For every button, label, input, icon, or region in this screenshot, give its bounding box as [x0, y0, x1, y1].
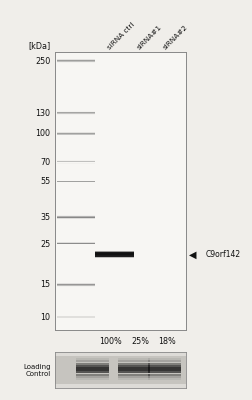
- Bar: [57, 242, 95, 243]
- Bar: [148, 371, 181, 373]
- Text: 35: 35: [40, 213, 50, 222]
- Bar: [148, 365, 181, 367]
- Bar: [118, 369, 150, 371]
- Text: 25%: 25%: [132, 337, 150, 346]
- Text: 70: 70: [40, 158, 50, 167]
- Text: Loading
Control: Loading Control: [23, 364, 50, 376]
- Bar: [95, 251, 134, 252]
- Bar: [148, 376, 181, 378]
- Bar: [95, 257, 134, 258]
- Bar: [95, 250, 134, 251]
- Bar: [57, 216, 95, 217]
- Bar: [95, 254, 134, 255]
- Bar: [118, 367, 150, 369]
- Bar: [57, 286, 95, 287]
- Bar: [76, 371, 109, 373]
- Text: 25: 25: [40, 240, 50, 249]
- Text: ◀: ◀: [189, 249, 197, 259]
- Bar: [118, 374, 150, 376]
- Bar: [57, 215, 95, 216]
- Bar: [118, 378, 150, 380]
- Bar: [57, 62, 95, 63]
- Text: 100: 100: [35, 130, 50, 138]
- Bar: [95, 252, 134, 257]
- Bar: [57, 243, 95, 244]
- Bar: [148, 362, 181, 364]
- Bar: [118, 360, 150, 362]
- Text: 10: 10: [40, 312, 50, 322]
- Bar: [118, 376, 150, 378]
- Text: 130: 130: [35, 108, 50, 118]
- Bar: [76, 378, 109, 380]
- Bar: [148, 374, 181, 376]
- Text: 55: 55: [40, 177, 50, 186]
- Bar: [76, 362, 109, 364]
- Bar: [76, 374, 109, 376]
- Text: siRNA ctrl: siRNA ctrl: [106, 21, 136, 50]
- Bar: [118, 358, 150, 360]
- Bar: [95, 253, 134, 254]
- Text: siRNA#2: siRNA#2: [163, 24, 190, 50]
- Text: 250: 250: [35, 56, 50, 66]
- Bar: [55, 356, 186, 384]
- Bar: [148, 360, 181, 362]
- Bar: [57, 218, 95, 219]
- Bar: [118, 362, 150, 364]
- Bar: [57, 60, 95, 61]
- Bar: [57, 59, 95, 60]
- Bar: [57, 244, 95, 245]
- Text: [kDa]: [kDa]: [28, 41, 50, 50]
- Text: siRNA#1: siRNA#1: [136, 24, 163, 50]
- Text: C9orf142: C9orf142: [205, 250, 240, 259]
- Bar: [57, 282, 95, 283]
- Bar: [118, 371, 150, 373]
- Bar: [148, 367, 181, 369]
- Bar: [95, 255, 134, 256]
- Bar: [95, 256, 134, 257]
- Bar: [57, 285, 95, 286]
- Bar: [76, 365, 109, 367]
- Bar: [57, 61, 95, 62]
- Bar: [57, 217, 95, 218]
- Text: 100%: 100%: [99, 337, 122, 346]
- Bar: [76, 367, 109, 369]
- Bar: [76, 358, 109, 360]
- Bar: [148, 369, 181, 371]
- Bar: [76, 369, 109, 371]
- Text: 15: 15: [40, 280, 50, 289]
- Bar: [57, 245, 95, 246]
- Bar: [76, 360, 109, 362]
- Bar: [118, 365, 150, 367]
- Bar: [148, 358, 181, 360]
- Text: 18%: 18%: [158, 337, 176, 346]
- Bar: [148, 378, 181, 380]
- Bar: [76, 376, 109, 378]
- Bar: [57, 283, 95, 284]
